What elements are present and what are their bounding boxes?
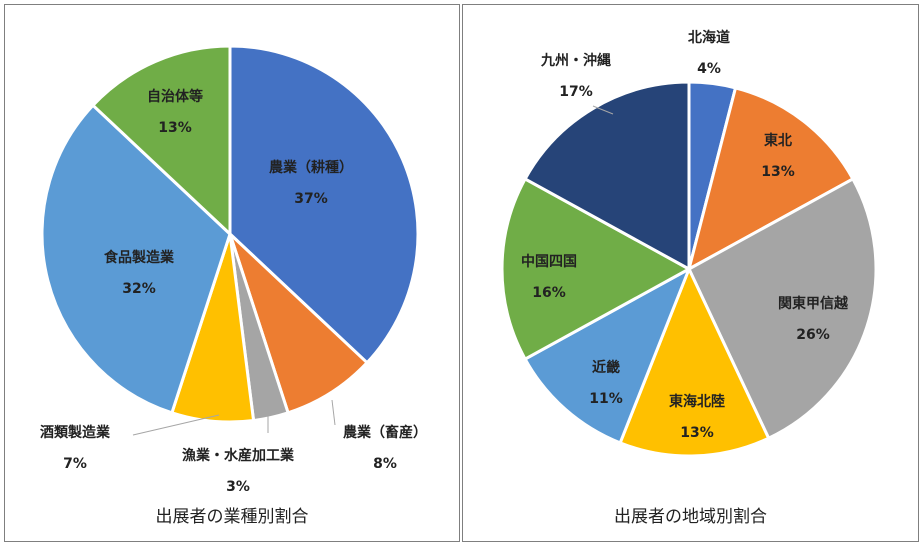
region-slice-label-6: 九州・沖縄 [540,52,611,69]
region-slice-value-0: 4% [697,61,721,77]
region-slice-value-2: 26% [796,327,830,343]
region-slice-value-1: 13% [761,164,795,180]
region-slice-value-4: 11% [589,391,623,407]
region-slice-6 [523,80,691,271]
industry-slice-label-3: 酒類製造業 [40,424,111,441]
region-slice-2 [687,177,878,440]
industry-slice-value-3: 7% [63,456,87,472]
region-slice-value-3: 13% [680,425,714,441]
industry-slice-label-2: 漁業・水産加工業 [182,447,295,464]
industry-slice-1 [228,232,369,415]
industry-slice-4 [40,103,232,415]
industry-slice-value-0: 37% [294,191,328,207]
industry-chart-title: 出展者の業種別割合 [155,507,309,527]
industry-leader-line-3 [132,414,220,436]
region-chart-title: 出展者の地域別割合 [614,507,767,527]
industry-leader-line-1 [331,399,336,426]
region-slice-label-3: 東海北陸 [669,393,725,410]
region-slice-label-4: 近畿 [592,359,620,376]
industry-slice-value-4: 32% [122,281,156,297]
industry-slice-5 [91,44,232,236]
region-slice-3 [618,267,771,458]
region-slice-label-2: 関東甲信越 [778,295,849,312]
region-slice-value-5: 16% [532,285,566,301]
region-chart-panel: 北海道 4% 東北 13% 関東甲信越 26% 東海北陸 13% 近畿 11% 中国四国 16% 九州・… [462,4,919,542]
region-slice-label-0: 北海道 [688,29,730,46]
industry-slice-value-5: 13% [158,120,192,136]
industry-slice-label-1: 農業（畜産） [343,424,427,441]
region-slice-4 [523,267,691,445]
industry-pie-chart: 農業（耕種） 37% 農業（畜産） 8% 漁業・水産加工業 3% 酒類製造業 7% 食品製造業 3… [40,44,427,495]
industry-chart-panel: 農業（耕種） 37% 農業（畜産） 8% 漁業・水産加工業 3% 酒類製造業 7% 食品製造業 3… [4,4,460,542]
industry-slice-value-2: 3% [226,479,250,495]
region-slice-value-6: 17% [559,84,593,100]
region-pie-chart: 北海道 4% 東北 13% 関東甲信越 26% 東海北陸 13% 近畿 11% 中国四国 16% 九州・… [500,29,878,458]
industry-slice-label-0: 農業（耕種） [269,159,353,176]
region-slice-label-1: 東北 [764,132,792,149]
region-leader-line-6 [592,105,614,115]
region-slice-5 [500,177,691,361]
region-slice-label-5: 中国四国 [521,253,577,270]
industry-slice-label-5: 自治体等 [147,88,203,105]
region-slice-1 [687,86,855,271]
industry-slice-value-1: 8% [373,456,397,472]
industry-slice-label-4: 食品製造業 [104,249,175,266]
industry-slice-0 [228,44,420,365]
